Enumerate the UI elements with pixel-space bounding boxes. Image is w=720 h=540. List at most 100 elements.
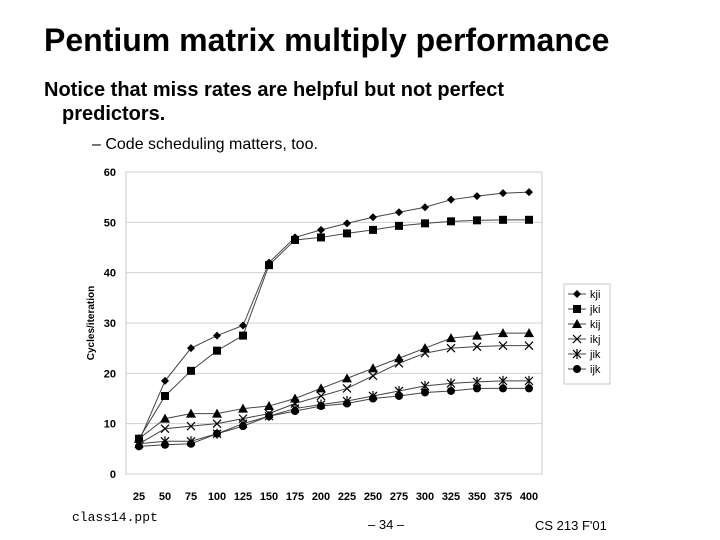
x-tick-label: 325 xyxy=(442,491,460,503)
series-line-kji xyxy=(138,191,530,442)
y-tick-label: 60 xyxy=(104,167,116,179)
legend-marker-kji xyxy=(573,290,581,298)
point-kji xyxy=(369,213,377,222)
point-ikj xyxy=(394,358,404,368)
x-tick-label: 300 xyxy=(416,491,434,503)
point-ikj xyxy=(524,341,534,351)
legend-marker-ikj xyxy=(572,334,582,344)
y-tick-label: 10 xyxy=(104,419,116,431)
y-tick-label: 20 xyxy=(104,368,116,380)
point-ikj xyxy=(446,343,456,353)
bullet-line-2: predictors. xyxy=(62,103,166,125)
legend-marker-jki xyxy=(573,305,581,313)
point-ijk xyxy=(239,422,247,431)
series-line-jik xyxy=(138,380,529,445)
point-kij xyxy=(238,403,248,413)
legend-marker-kij xyxy=(572,319,582,328)
point-ijk xyxy=(499,384,507,393)
legend-label-kij: kij xyxy=(590,319,600,331)
point-kij xyxy=(342,373,352,383)
point-jki xyxy=(525,215,533,224)
point-kij xyxy=(498,328,508,338)
footer-filename: class14.ppt xyxy=(72,510,158,525)
series-line-ijk xyxy=(138,387,529,447)
point-jik xyxy=(446,378,456,389)
y-axis-label: Cycles/iteration xyxy=(86,286,97,360)
point-kij xyxy=(524,328,534,338)
point-ikj xyxy=(160,424,170,434)
point-ijk xyxy=(369,394,377,403)
point-ikj xyxy=(472,342,482,352)
y-tick-label: 50 xyxy=(104,217,116,229)
point-jik xyxy=(498,375,508,386)
point-jki xyxy=(421,219,429,228)
point-kij xyxy=(446,333,456,343)
slide-title: Pentium matrix multiply performance xyxy=(44,22,610,58)
x-tick-label: 50 xyxy=(159,491,171,503)
footer-course: CS 213 F'01 xyxy=(535,518,607,533)
point-jki xyxy=(291,235,299,244)
legend-label-jki: jki xyxy=(589,304,600,316)
point-kji xyxy=(239,321,247,330)
x-tick-label: 175 xyxy=(286,491,304,503)
bullet-line-1: Notice that miss rates are helpful but n… xyxy=(44,79,505,101)
point-jki xyxy=(239,331,247,340)
series-line-jki xyxy=(138,219,529,440)
x-tick-label: 25 xyxy=(133,491,145,503)
y-tick-label: 30 xyxy=(104,318,116,330)
legend-label-kji: kji xyxy=(590,289,600,301)
point-jki xyxy=(499,215,507,224)
x-tick-label: 125 xyxy=(234,491,252,503)
point-kij xyxy=(368,363,378,373)
series-line-kij xyxy=(138,332,529,440)
point-ijk xyxy=(187,439,195,448)
point-ijk xyxy=(343,399,351,408)
point-kji xyxy=(525,188,533,197)
point-ikj xyxy=(368,371,378,381)
x-tick-label: 225 xyxy=(338,491,356,503)
point-kji xyxy=(447,195,455,204)
point-ikj xyxy=(498,341,508,351)
point-ijk xyxy=(421,388,429,397)
legend-label-jik: jik xyxy=(589,349,601,361)
point-ijk xyxy=(525,384,533,393)
x-tick-label: 275 xyxy=(390,491,408,503)
legend-marker-jik xyxy=(572,349,582,359)
point-kij xyxy=(316,383,326,393)
point-jik xyxy=(524,375,534,386)
x-tick-label: 375 xyxy=(494,491,512,503)
point-jki xyxy=(369,225,377,234)
series-line-ikj xyxy=(138,345,529,445)
point-kij xyxy=(160,413,170,423)
point-jki xyxy=(343,229,351,238)
point-ikj xyxy=(420,348,430,358)
point-kij xyxy=(264,401,274,411)
point-kji xyxy=(499,189,507,198)
legend-marker-ijk xyxy=(573,365,581,373)
performance-chart: 0 10 20 30 40 50 60 25 50 75 100 125 150 175 200 225 250… xyxy=(86,167,611,503)
point-kji xyxy=(473,192,481,201)
y-tick-label: 40 xyxy=(104,268,116,280)
legend-box xyxy=(563,283,611,385)
legend-label-ikj: ikj xyxy=(590,334,600,346)
point-jki xyxy=(473,216,481,225)
point-ijk xyxy=(161,440,169,449)
point-kji xyxy=(395,208,403,217)
footer-page-number: – 34 – xyxy=(368,517,405,532)
point-ikj xyxy=(186,421,196,431)
point-kij xyxy=(212,408,222,418)
point-ijk xyxy=(317,402,325,411)
point-ijk xyxy=(213,429,221,438)
point-ikj xyxy=(342,384,352,393)
sub-bullet: – Code scheduling matters, too. xyxy=(92,136,318,153)
point-kji xyxy=(317,225,325,234)
x-tick-label: 200 xyxy=(312,491,330,503)
x-tick-label: 100 xyxy=(208,491,226,503)
point-ijk xyxy=(447,386,455,395)
x-tick-label: 250 xyxy=(364,491,382,503)
point-kij xyxy=(472,330,482,340)
point-jki xyxy=(395,221,403,230)
point-kij xyxy=(186,408,196,418)
point-ijk xyxy=(473,384,481,393)
point-ijk xyxy=(395,391,403,400)
